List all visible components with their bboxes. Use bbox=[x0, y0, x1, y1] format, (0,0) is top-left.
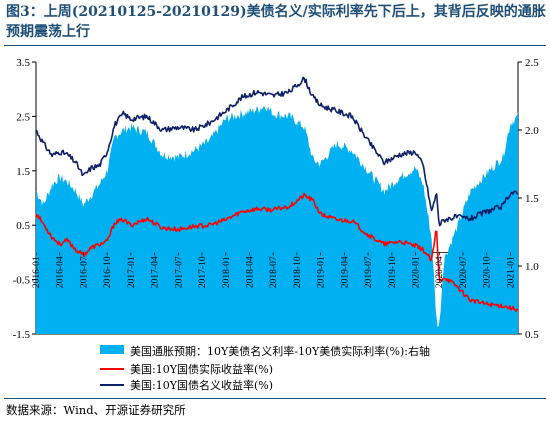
left-tick-label: 3.5 bbox=[16, 57, 30, 69]
x-tick-label: 2017-10 bbox=[198, 256, 208, 288]
right-tick-label: 0.5 bbox=[525, 329, 539, 341]
x-tick-label: 2020-07 bbox=[459, 256, 469, 288]
x-tick-label: 2018-10 bbox=[293, 256, 303, 288]
lines-layer bbox=[35, 76, 519, 312]
right-tick-label: 2.5 bbox=[525, 57, 539, 69]
source-note: 数据来源：Wind、开源证券研究所 bbox=[6, 403, 186, 417]
right-tick-label: 1.5 bbox=[525, 193, 539, 205]
left-tick-label: 2.5 bbox=[16, 111, 30, 123]
x-tick-label: 2019-10 bbox=[388, 256, 398, 288]
left-tick-label: -0.5 bbox=[13, 275, 31, 287]
x-tick-label: 2019-04 bbox=[340, 256, 350, 288]
right-tick-label: 1.0 bbox=[525, 261, 539, 273]
x-tick-label: 2019-07 bbox=[364, 256, 374, 288]
x-tick-label: 2017-04 bbox=[151, 256, 161, 288]
figure-title: 图3：上周(20210125-20210129)美债名义/实际利率先下后上，其背… bbox=[6, 4, 546, 40]
x-tick-label: 2017-07 bbox=[174, 256, 184, 288]
nominal-yield-line bbox=[35, 76, 519, 227]
real-yield-line bbox=[35, 192, 519, 312]
footer-rule bbox=[4, 398, 546, 399]
legend-label: 美国:10Y国债实际收益率(%) bbox=[130, 362, 273, 376]
breakeven-area bbox=[36, 105, 518, 334]
x-tick-label: 2016-04 bbox=[56, 256, 66, 288]
x-tick-label: 2020-10 bbox=[483, 256, 493, 288]
x-tick-label: 2021-01 bbox=[506, 256, 516, 288]
x-tick-label: 2019-01 bbox=[317, 256, 327, 288]
x-tick-label: 2018-07 bbox=[269, 256, 279, 288]
left-tick-label: 0.5 bbox=[16, 220, 30, 232]
x-tick-label: 2016-01 bbox=[32, 256, 42, 288]
legend-label: 美国:10Y国债名义收益率(%) bbox=[130, 378, 273, 392]
ticks-layer: 3.5 2.5 1.5 0.5 -0.5 -1.5 2.5 2.0 1.5 1.0 0.5 2016-… bbox=[13, 57, 540, 341]
x-tick-label: 2017-01 bbox=[127, 256, 137, 288]
x-tick-label: 2020-01 bbox=[412, 256, 422, 288]
x-tick-label: 2018-01 bbox=[222, 256, 232, 288]
chart: 3.5 2.5 1.5 0.5 -0.5 -1.5 2.5 2.0 1.5 1.0 0.5 2016-… bbox=[13, 57, 540, 392]
x-tick-label: 2020-04 bbox=[435, 256, 445, 288]
left-tick-label: 1.5 bbox=[16, 166, 30, 178]
x-tick-label: 2016-10 bbox=[103, 256, 113, 288]
legend-breakeven-swatch bbox=[100, 345, 124, 354]
right-tick-label: 2.0 bbox=[525, 125, 539, 137]
breakeven-area-layer bbox=[36, 105, 518, 334]
x-tick-label: 2016-07 bbox=[79, 256, 89, 288]
title-rule bbox=[4, 45, 546, 46]
legend-label: 美国通胀预期：10Y美债名义利率-10Y美债实际利率(%):右轴 bbox=[130, 344, 430, 358]
legend: 美国通胀预期：10Y美债名义利率-10Y美债实际利率(%):右轴美国:10Y国债… bbox=[100, 344, 430, 392]
left-tick-label: -1.5 bbox=[13, 329, 31, 341]
x-tick-label: 2018-04 bbox=[245, 256, 255, 288]
